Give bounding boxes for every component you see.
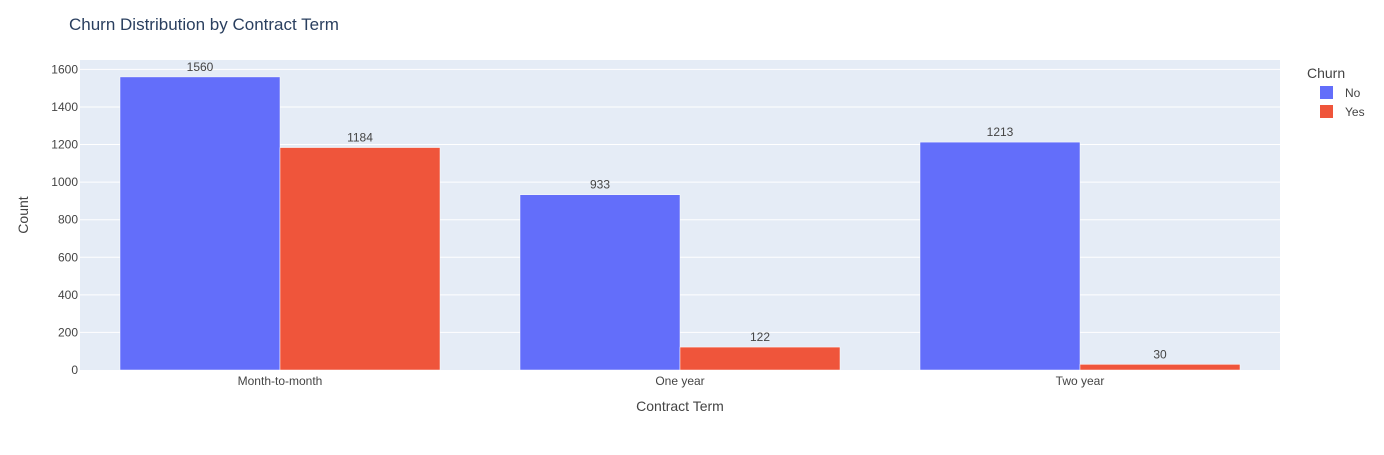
legend-swatch-yes bbox=[1320, 105, 1333, 118]
legend-title: Churn bbox=[1307, 65, 1345, 81]
bar-yes-one-year[interactable] bbox=[679, 346, 841, 371]
x-axis: Month-to-month One year Two year bbox=[238, 374, 1105, 388]
chart-title: Churn Distribution by Contract Term bbox=[69, 15, 339, 34]
x-tick-label: Month-to-month bbox=[238, 374, 323, 388]
y-tick-label: 1200 bbox=[51, 138, 78, 152]
y-tick-label: 400 bbox=[58, 288, 78, 302]
bar-no-two-year[interactable] bbox=[919, 141, 1081, 371]
y-tick-label: 600 bbox=[58, 250, 78, 264]
y-axis-title: Count bbox=[15, 196, 31, 233]
y-axis: 0 200 400 600 800 1000 1200 1400 1600 bbox=[51, 62, 78, 377]
y-tick-label: 1400 bbox=[51, 100, 78, 114]
bar-yes-two-year[interactable] bbox=[1079, 364, 1241, 371]
data-labels: 1560 1184 933 122 1213 30 bbox=[187, 60, 1167, 361]
y-tick-label: 0 bbox=[71, 363, 78, 377]
data-label-yes-month-to-month: 1184 bbox=[347, 131, 373, 145]
y-tick-label: 1000 bbox=[51, 175, 78, 189]
bar-no-one-year[interactable] bbox=[519, 194, 681, 371]
y-tick-label: 1600 bbox=[51, 62, 78, 76]
bar-yes-month-to-month[interactable] bbox=[279, 147, 441, 371]
legend-swatch-no bbox=[1320, 86, 1333, 99]
bar-no-month-to-month[interactable] bbox=[119, 76, 281, 371]
x-axis-title: Contract Term bbox=[636, 398, 724, 414]
data-label-no-two-year: 1213 bbox=[987, 125, 1014, 139]
data-label-no-one-year: 933 bbox=[590, 178, 610, 192]
bars bbox=[119, 76, 1241, 371]
y-tick-label: 800 bbox=[58, 213, 78, 227]
legend-label-no: No bbox=[1345, 86, 1361, 100]
y-tick-label: 200 bbox=[58, 325, 78, 339]
data-label-yes-two-year: 30 bbox=[1153, 347, 1167, 361]
x-tick-label: Two year bbox=[1056, 374, 1105, 388]
legend: Churn No Yes bbox=[1307, 65, 1365, 119]
x-tick-label: One year bbox=[655, 374, 704, 388]
legend-item-no[interactable]: No bbox=[1320, 86, 1361, 100]
data-label-yes-one-year: 122 bbox=[750, 330, 770, 344]
data-label-no-month-to-month: 1560 bbox=[187, 60, 214, 74]
legend-label-yes: Yes bbox=[1345, 105, 1365, 119]
legend-item-yes[interactable]: Yes bbox=[1320, 105, 1365, 119]
